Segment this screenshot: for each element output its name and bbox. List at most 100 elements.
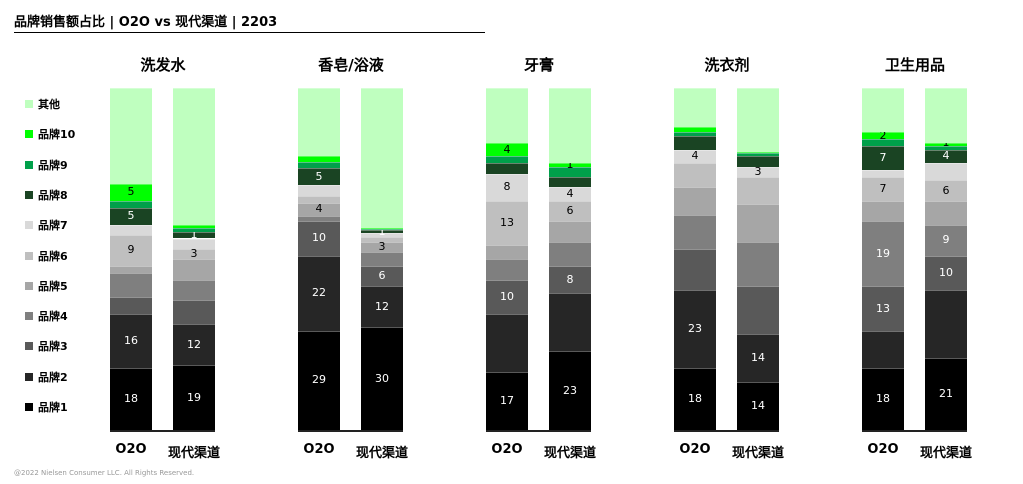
data-label: 10 (500, 289, 514, 303)
data-label: 9 (127, 243, 135, 257)
bar-segment (173, 259, 215, 280)
stacked-bar: 29 22 10 4 5 (298, 88, 340, 430)
data-label: 18 (688, 392, 702, 406)
bar-segment (298, 255, 340, 331)
data-label: 13 (876, 301, 890, 315)
bar-segment (737, 151, 779, 153)
data-label: 29 (312, 373, 326, 387)
legend-label: 品牌9 (38, 158, 68, 172)
bar-segment (361, 241, 403, 253)
data-label: 8 (566, 272, 574, 286)
bar-segment (173, 224, 215, 229)
bar-segment (173, 248, 215, 259)
bar-segment (925, 200, 967, 225)
data-label: 7 (879, 181, 887, 195)
bar-segment (173, 324, 215, 366)
bar-segment (925, 180, 967, 201)
bar-segment (549, 221, 591, 242)
stacked-bar: 14 14 3 (737, 88, 779, 430)
x-tick-label: 现代渠道 (167, 446, 220, 461)
data-label: 3 (190, 246, 198, 260)
x-axis-line (486, 430, 591, 432)
data-label: 3 (754, 164, 762, 178)
bar-segment (361, 88, 403, 228)
bar-segment (298, 216, 340, 222)
bar-segment (674, 214, 716, 249)
bar-segment (674, 163, 716, 188)
data-label: 4 (566, 187, 574, 201)
legend-item: 品牌3 (25, 338, 68, 354)
bar-segment (173, 88, 215, 225)
bar-segment (925, 358, 967, 430)
bar-segment (298, 202, 340, 217)
bar-segment (486, 173, 528, 201)
data-label: 18 (124, 392, 138, 406)
legend-swatch (25, 403, 33, 411)
legend-label: 品牌3 (38, 340, 68, 354)
bar-segment (549, 166, 591, 177)
legend-label: 品牌8 (38, 188, 68, 202)
legend-swatch (25, 221, 33, 230)
legend-item: 品牌4 (25, 308, 68, 324)
legend-swatch (25, 312, 33, 321)
legend-label: 其他 (38, 98, 60, 111)
data-label: 4 (503, 142, 511, 156)
x-tick-label: O2O (491, 442, 523, 457)
bar-segment (486, 88, 528, 143)
copyright-footer: @2022 Nielsen Consumer LLC. All Rights R… (14, 469, 195, 477)
bar-segment (110, 207, 152, 225)
legend-label: 品牌1 (38, 401, 68, 414)
legend-item: 品牌6 (25, 248, 68, 264)
legend-swatch (25, 342, 33, 351)
bar-segment (737, 166, 779, 177)
data-label: 22 (312, 286, 326, 300)
bar-segment (110, 235, 152, 266)
bar-segment (173, 279, 215, 301)
bar-segment (549, 200, 591, 222)
bar-segment (110, 296, 152, 314)
legend-swatch (25, 281, 33, 290)
bar-segment (110, 368, 152, 430)
bar-segment (486, 371, 528, 430)
bar-segment (737, 334, 779, 383)
bar-segment (862, 200, 904, 222)
legend-item: 其他 (25, 96, 60, 112)
bar-segment (173, 231, 215, 239)
data-label: 14 (751, 351, 765, 365)
bar-segment (862, 132, 904, 140)
stacked-bar: 17 10 13 8 4 (486, 88, 528, 430)
data-label: 4 (942, 149, 950, 163)
data-label: 14 (751, 399, 765, 413)
bar-segment (925, 149, 967, 164)
bar-segment (737, 176, 779, 205)
x-axis-line (674, 430, 779, 432)
group-title: 牙膏 (523, 56, 554, 74)
stacked-bar: 18 23 4 (674, 88, 716, 430)
data-label: 30 (375, 371, 389, 385)
bar-segment (173, 365, 215, 430)
bar-segment (486, 163, 528, 174)
bar-segment (925, 142, 967, 147)
legend-swatch (25, 160, 33, 169)
bar-segment (173, 228, 215, 232)
data-label: 12 (375, 299, 389, 313)
bar-segment (925, 88, 967, 143)
legend-swatch (25, 130, 33, 139)
bar-segment (862, 146, 904, 171)
bar-segment (674, 132, 716, 136)
bar-segment (361, 228, 403, 230)
legend-item: 品牌1 (25, 399, 68, 415)
x-tick-label: O2O (115, 442, 147, 457)
bar-segment (737, 156, 779, 167)
bar-segment (110, 88, 152, 184)
legend-item: 品牌10 (25, 126, 75, 142)
bar-segment (549, 88, 591, 164)
legend-label: 品牌6 (38, 249, 68, 263)
data-label: 16 (124, 334, 138, 348)
bar-segment (737, 241, 779, 287)
data-label: 1 (378, 224, 386, 238)
bar-segment (298, 88, 340, 157)
bar-segment (110, 313, 152, 369)
bar-segment (486, 142, 528, 157)
